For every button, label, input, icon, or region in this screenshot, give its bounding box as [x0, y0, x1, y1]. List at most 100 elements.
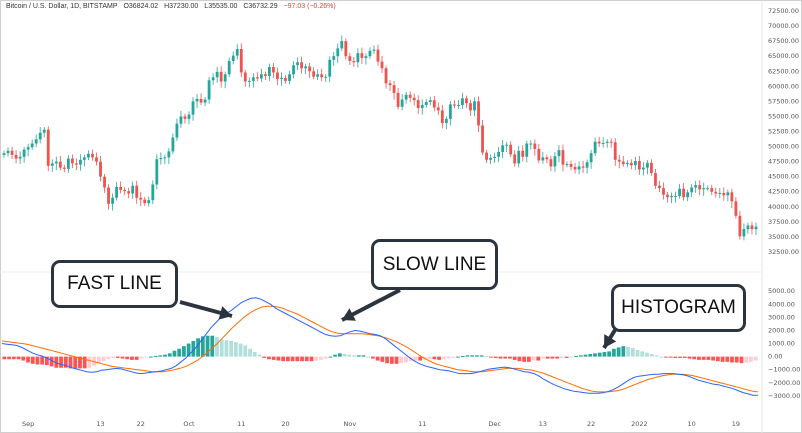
candle-body [292, 65, 295, 75]
histogram-bar [238, 343, 243, 357]
candle-body [127, 191, 131, 194]
candle-body [621, 161, 625, 165]
histogram-bar [564, 356, 569, 358]
histogram-bar [645, 352, 649, 357]
candle-body [750, 225, 754, 230]
candle-body [171, 137, 175, 152]
histogram-bar [697, 356, 701, 360]
candle-body [6, 150, 10, 154]
candle-body [557, 150, 561, 157]
candle-body [473, 101, 476, 111]
candle-body [83, 157, 86, 160]
candle-body [179, 116, 183, 124]
histogram-bar [616, 347, 621, 357]
histogram-bar [92, 356, 97, 366]
histogram-bar [262, 356, 267, 358]
candle-body [42, 129, 46, 133]
candle-body [662, 188, 665, 195]
candle-body [577, 166, 581, 170]
candle-body [746, 225, 750, 230]
histogram-bar [526, 356, 531, 362]
price-tick-label: 70000.00 [768, 22, 799, 30]
candle-body [288, 74, 291, 81]
candle-body [424, 101, 428, 105]
candle-body [457, 104, 460, 106]
candle-body [34, 139, 38, 144]
macd-tick-label: −2000.00 [768, 379, 800, 387]
candle-body [54, 161, 58, 164]
candle-body [243, 72, 247, 82]
time-tick-label: 10 [688, 420, 696, 428]
histogram-bar [706, 356, 711, 360]
candle-body [87, 153, 90, 158]
histogram-bar [366, 356, 371, 358]
candle-body [682, 188, 686, 198]
histogram-bar [749, 356, 753, 362]
candle-body [123, 189, 127, 192]
histogram-bar [49, 356, 54, 367]
candle-body [139, 197, 143, 200]
candle-body [416, 100, 420, 108]
histogram-bar [196, 338, 200, 357]
histogram-bar [432, 356, 437, 360]
candle-body [147, 200, 151, 204]
histogram-bar [78, 356, 82, 369]
candle-body [609, 141, 613, 143]
candle-body [159, 158, 163, 160]
candle-body [211, 77, 215, 81]
fast-line-callout: FAST LINE [51, 260, 178, 308]
histogram-bar [574, 355, 578, 357]
candle-body [50, 163, 54, 166]
histogram-bar [668, 356, 673, 358]
candle-body [356, 53, 360, 63]
candle-body [99, 161, 102, 177]
candle-body [613, 142, 617, 160]
histogram-arrow-head [604, 334, 617, 348]
price-tick-label: 55000.00 [768, 112, 799, 120]
histogram-bar [503, 356, 508, 359]
time-tick-label: 2022 [631, 420, 648, 428]
open-value: O36824.02 [123, 3, 159, 10]
histogram-bar [63, 356, 68, 368]
histogram-bar [734, 356, 739, 363]
histogram-bar [257, 354, 262, 357]
time-tick-label: 11 [237, 420, 245, 428]
candle-body [485, 152, 488, 160]
candle-body [493, 156, 497, 158]
candle-body [448, 104, 452, 119]
candle-body [255, 77, 259, 79]
candle-body [525, 143, 529, 157]
histogram-bar [319, 356, 323, 360]
candle-body [79, 159, 82, 165]
histogram-bar [508, 356, 512, 359]
histogram-bar [229, 340, 234, 357]
candle-body [227, 61, 231, 75]
candle-body [726, 192, 730, 196]
histogram-bar [583, 354, 588, 357]
candle-body [284, 77, 287, 81]
histogram-bar [654, 355, 659, 357]
price-tick-label: 35000.00 [768, 233, 799, 241]
candle-body [388, 83, 392, 86]
time-tick-label: 22 [587, 420, 595, 428]
candle-body [259, 74, 263, 79]
histogram-bar [720, 356, 725, 362]
histogram-bar [470, 355, 475, 357]
histogram-bar [725, 356, 730, 362]
histogram-bar [560, 356, 564, 358]
candle-body [312, 71, 316, 77]
candle-body [428, 100, 432, 102]
candle-body [219, 71, 223, 82]
histogram-bar [493, 356, 498, 358]
histogram-bar [130, 356, 134, 360]
macd-tick-label: −1000.00 [768, 366, 800, 374]
candle-body [332, 56, 336, 60]
histogram-bar [545, 356, 550, 359]
histogram-bar [304, 356, 309, 362]
histogram-bar [640, 351, 645, 357]
candle-body [581, 166, 585, 168]
candle-body [300, 62, 303, 69]
candle-body [517, 150, 521, 164]
candle-body [501, 145, 505, 152]
histogram-bar [205, 335, 210, 357]
